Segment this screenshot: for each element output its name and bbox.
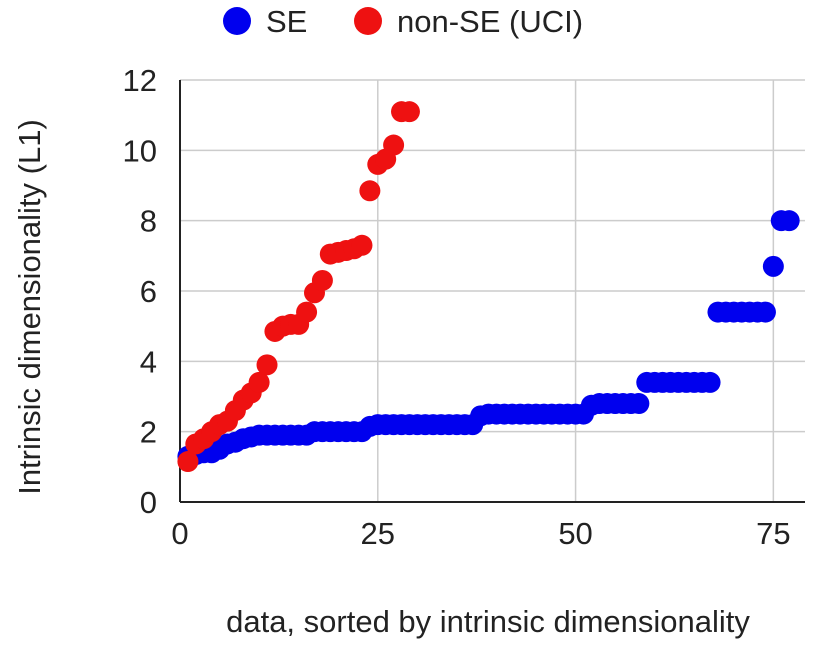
data-point: [754, 301, 776, 323]
y-tick-label: 0: [140, 485, 157, 520]
y-axis-title: Intrinsic dimensionality (L1): [12, 119, 47, 495]
data-point: [383, 134, 405, 156]
legend: SE non-SE (UCI): [223, 4, 583, 39]
legend-label: SE: [266, 4, 307, 39]
axis-layer: 0 2 4 6 8 10 12 0 25 50 75: [123, 63, 805, 551]
data-point: [311, 269, 333, 291]
legend-label: non-SE (UCI): [397, 4, 583, 39]
x-tick-label: 0: [171, 516, 188, 551]
y-tick-label: 10: [123, 133, 157, 168]
x-tick-label: 50: [558, 516, 592, 551]
y-tick-label: 12: [123, 63, 157, 98]
data-point: [248, 371, 270, 393]
data-point: [762, 255, 784, 277]
data-point: [256, 354, 278, 376]
x-tick-label: 75: [756, 516, 790, 551]
data-point: [359, 180, 381, 202]
x-axis-title: data, sorted by intrinsic dimensionality: [226, 604, 750, 639]
data-point: [398, 101, 420, 123]
grid-layer: [180, 79, 805, 502]
y-tick-label: 2: [140, 415, 157, 450]
y-tick-label: 6: [140, 274, 157, 309]
y-tick-label: 8: [140, 204, 157, 239]
data-point: [351, 234, 373, 256]
data-point: [177, 451, 199, 473]
legend-marker: [223, 7, 251, 35]
data-point: [628, 393, 650, 415]
legend-marker: [354, 7, 382, 35]
data-point: [296, 301, 318, 323]
x-tick-label: 25: [361, 516, 395, 551]
points-layer: [177, 101, 800, 473]
y-tick-label: 4: [140, 344, 157, 379]
data-point: [778, 210, 800, 232]
series-1: [177, 101, 420, 473]
data-point: [699, 371, 721, 393]
